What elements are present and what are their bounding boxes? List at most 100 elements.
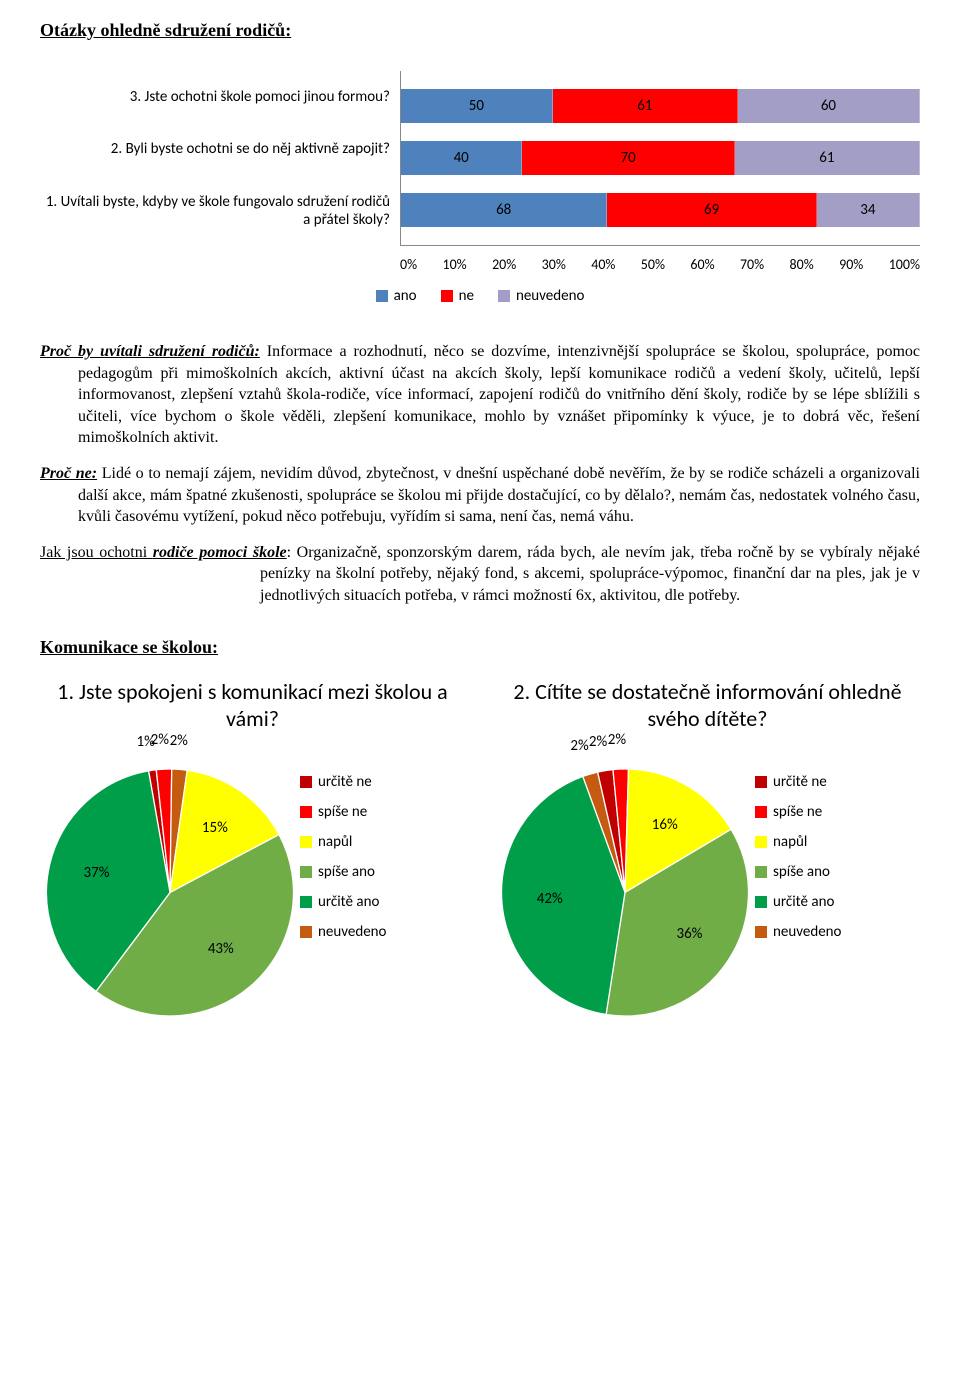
pie-chart-2: 2. Cítíte se dostatečně informování ohle… [495, 678, 920, 1023]
legend-label: spíše ne [318, 803, 367, 821]
legend-swatch [300, 926, 312, 938]
legend-item: spíše ne [300, 803, 386, 821]
legend-label: neuvedeno [318, 923, 386, 941]
pie-legend: určitě ne spíše ne napůl spíše ano určitě an… [300, 773, 386, 941]
bar-segment: 69 [607, 193, 816, 227]
axis-tick: 40% [591, 256, 615, 273]
paragraph: Jak jsou ochotni rodiče pomoci škole: Or… [40, 542, 920, 607]
legend-swatch [300, 776, 312, 788]
bar-segment: 61 [735, 141, 920, 175]
pie-title: 2. Cítíte se dostatečně informování ohle… [495, 678, 920, 733]
legend-label: spíše ano [773, 863, 830, 881]
legend-swatch [300, 836, 312, 848]
legend-item: určitě ne [300, 773, 386, 791]
para-lead-emph: rodiče pomoci škole [153, 544, 287, 561]
para-lead: Proč ne: [40, 465, 97, 482]
axis-tick: 50% [641, 256, 665, 273]
legend-item: neuvedeno [498, 287, 584, 305]
bar-bars: 506160407061686934 [400, 71, 920, 246]
axis-tick: 70% [740, 256, 764, 273]
legend-label: určitě ne [773, 773, 827, 791]
legend-item: určitě ano [755, 893, 841, 911]
pie-legend: určitě ne spíše ne napůl spíše ano určitě an… [755, 773, 841, 941]
legend-label: určitě ne [318, 773, 372, 791]
pie-pct-label: 2% [170, 732, 188, 750]
bar-chart: 3. Jste ochotni škole pomoci jinou formo… [40, 71, 920, 246]
axis-tick: 60% [690, 256, 714, 273]
legend-item: ano [376, 287, 417, 305]
pie-charts-row: 1. Jste spokojeni s komunikací mezi škol… [40, 678, 920, 1023]
legend-label: určitě ano [318, 893, 379, 911]
legend-label: napůl [318, 833, 352, 851]
legend-swatch [755, 806, 767, 818]
legend-item: ne [441, 287, 474, 305]
legend-swatch [755, 836, 767, 848]
para-body: Lidé o to nemají zájem, nevidím důvod, z… [78, 465, 920, 525]
legend-label: spíše ne [773, 803, 822, 821]
bar-segment: 60 [738, 89, 920, 123]
legend-swatch [498, 290, 510, 302]
legend-item: spíše ano [300, 863, 386, 881]
pie-pct-label: 42% [537, 890, 563, 908]
paragraph: Proč ne: Lidé o to nemají zájem, nevidím… [40, 463, 920, 528]
bar-label: 3. Jste ochotni škole pomoci jinou formo… [40, 76, 390, 118]
legend-label: neuvedeno [773, 923, 841, 941]
pie-pct-label: 2% [570, 737, 588, 755]
legend-item: určitě ano [300, 893, 386, 911]
legend-item: neuvedeno [300, 923, 386, 941]
pie-svg [495, 743, 755, 1003]
pie-pct-label: 36% [676, 925, 702, 943]
bar-segment: 34 [817, 193, 920, 227]
axis-tick: 0% [400, 256, 417, 273]
axis-tick: 20% [492, 256, 516, 273]
pie-pct-label: 15% [202, 819, 228, 837]
pie-svg [40, 743, 300, 1003]
legend-item: napůl [300, 833, 386, 851]
legend-item: určitě ne [755, 773, 841, 791]
bar-label: 2. Byli byste ochotni se do něj aktivně … [40, 128, 390, 170]
legend-swatch [376, 290, 388, 302]
pie-pct-label: 2% [151, 731, 169, 749]
bar-segment: 40 [401, 141, 522, 175]
legend-swatch [755, 896, 767, 908]
bar-legend: ano ne neuvedeno [40, 287, 920, 305]
legend-label: ano [394, 287, 417, 305]
bar-segment: 70 [522, 141, 734, 175]
axis-tick: 10% [442, 256, 466, 273]
pie-chart-1: 1. Jste spokojeni s komunikací mezi škol… [40, 678, 465, 1023]
legend-swatch [300, 806, 312, 818]
legend-swatch [441, 290, 453, 302]
pie-pct-label: 43% [208, 940, 234, 958]
section-title: Komunikace se školou: [40, 637, 920, 658]
legend-swatch [755, 776, 767, 788]
pie-pct-label: 16% [652, 816, 678, 834]
para-lead: Proč by uvítali sdružení rodičů: [40, 343, 260, 360]
legend-swatch [755, 866, 767, 878]
axis-tick: 90% [839, 256, 863, 273]
bar-labels: 3. Jste ochotni škole pomoci jinou formo… [40, 71, 400, 246]
pie-pct-label: 2% [608, 731, 626, 749]
legend-label: napůl [773, 833, 807, 851]
bar-segment: 50 [401, 89, 553, 123]
legend-item: napůl [755, 833, 841, 851]
axis-tick: 30% [542, 256, 566, 273]
para-body: : Organizačně, sponzorským darem, ráda b… [260, 544, 920, 604]
legend-swatch [300, 866, 312, 878]
legend-item: spíše ne [755, 803, 841, 821]
paragraph: Proč by uvítali sdružení rodičů: Informa… [40, 341, 920, 449]
legend-swatch [300, 896, 312, 908]
legend-label: spíše ano [318, 863, 375, 881]
pie-pct-label: 2% [589, 733, 607, 751]
legend-item: spíše ano [755, 863, 841, 881]
legend-swatch [755, 926, 767, 938]
pie-title: 1. Jste spokojeni s komunikací mezi škol… [40, 678, 465, 733]
bar-segment: 68 [401, 193, 607, 227]
bar-segment: 61 [553, 89, 738, 123]
legend-label: ne [459, 287, 474, 305]
para-lead: Jak jsou ochotni [40, 544, 153, 561]
section-title: Otázky ohledně sdružení rodičů: [40, 20, 920, 41]
axis-tick: 80% [790, 256, 814, 273]
legend-label: neuvedeno [516, 287, 584, 305]
axis-tick: 100% [889, 256, 920, 273]
legend-label: určitě ano [773, 893, 834, 911]
